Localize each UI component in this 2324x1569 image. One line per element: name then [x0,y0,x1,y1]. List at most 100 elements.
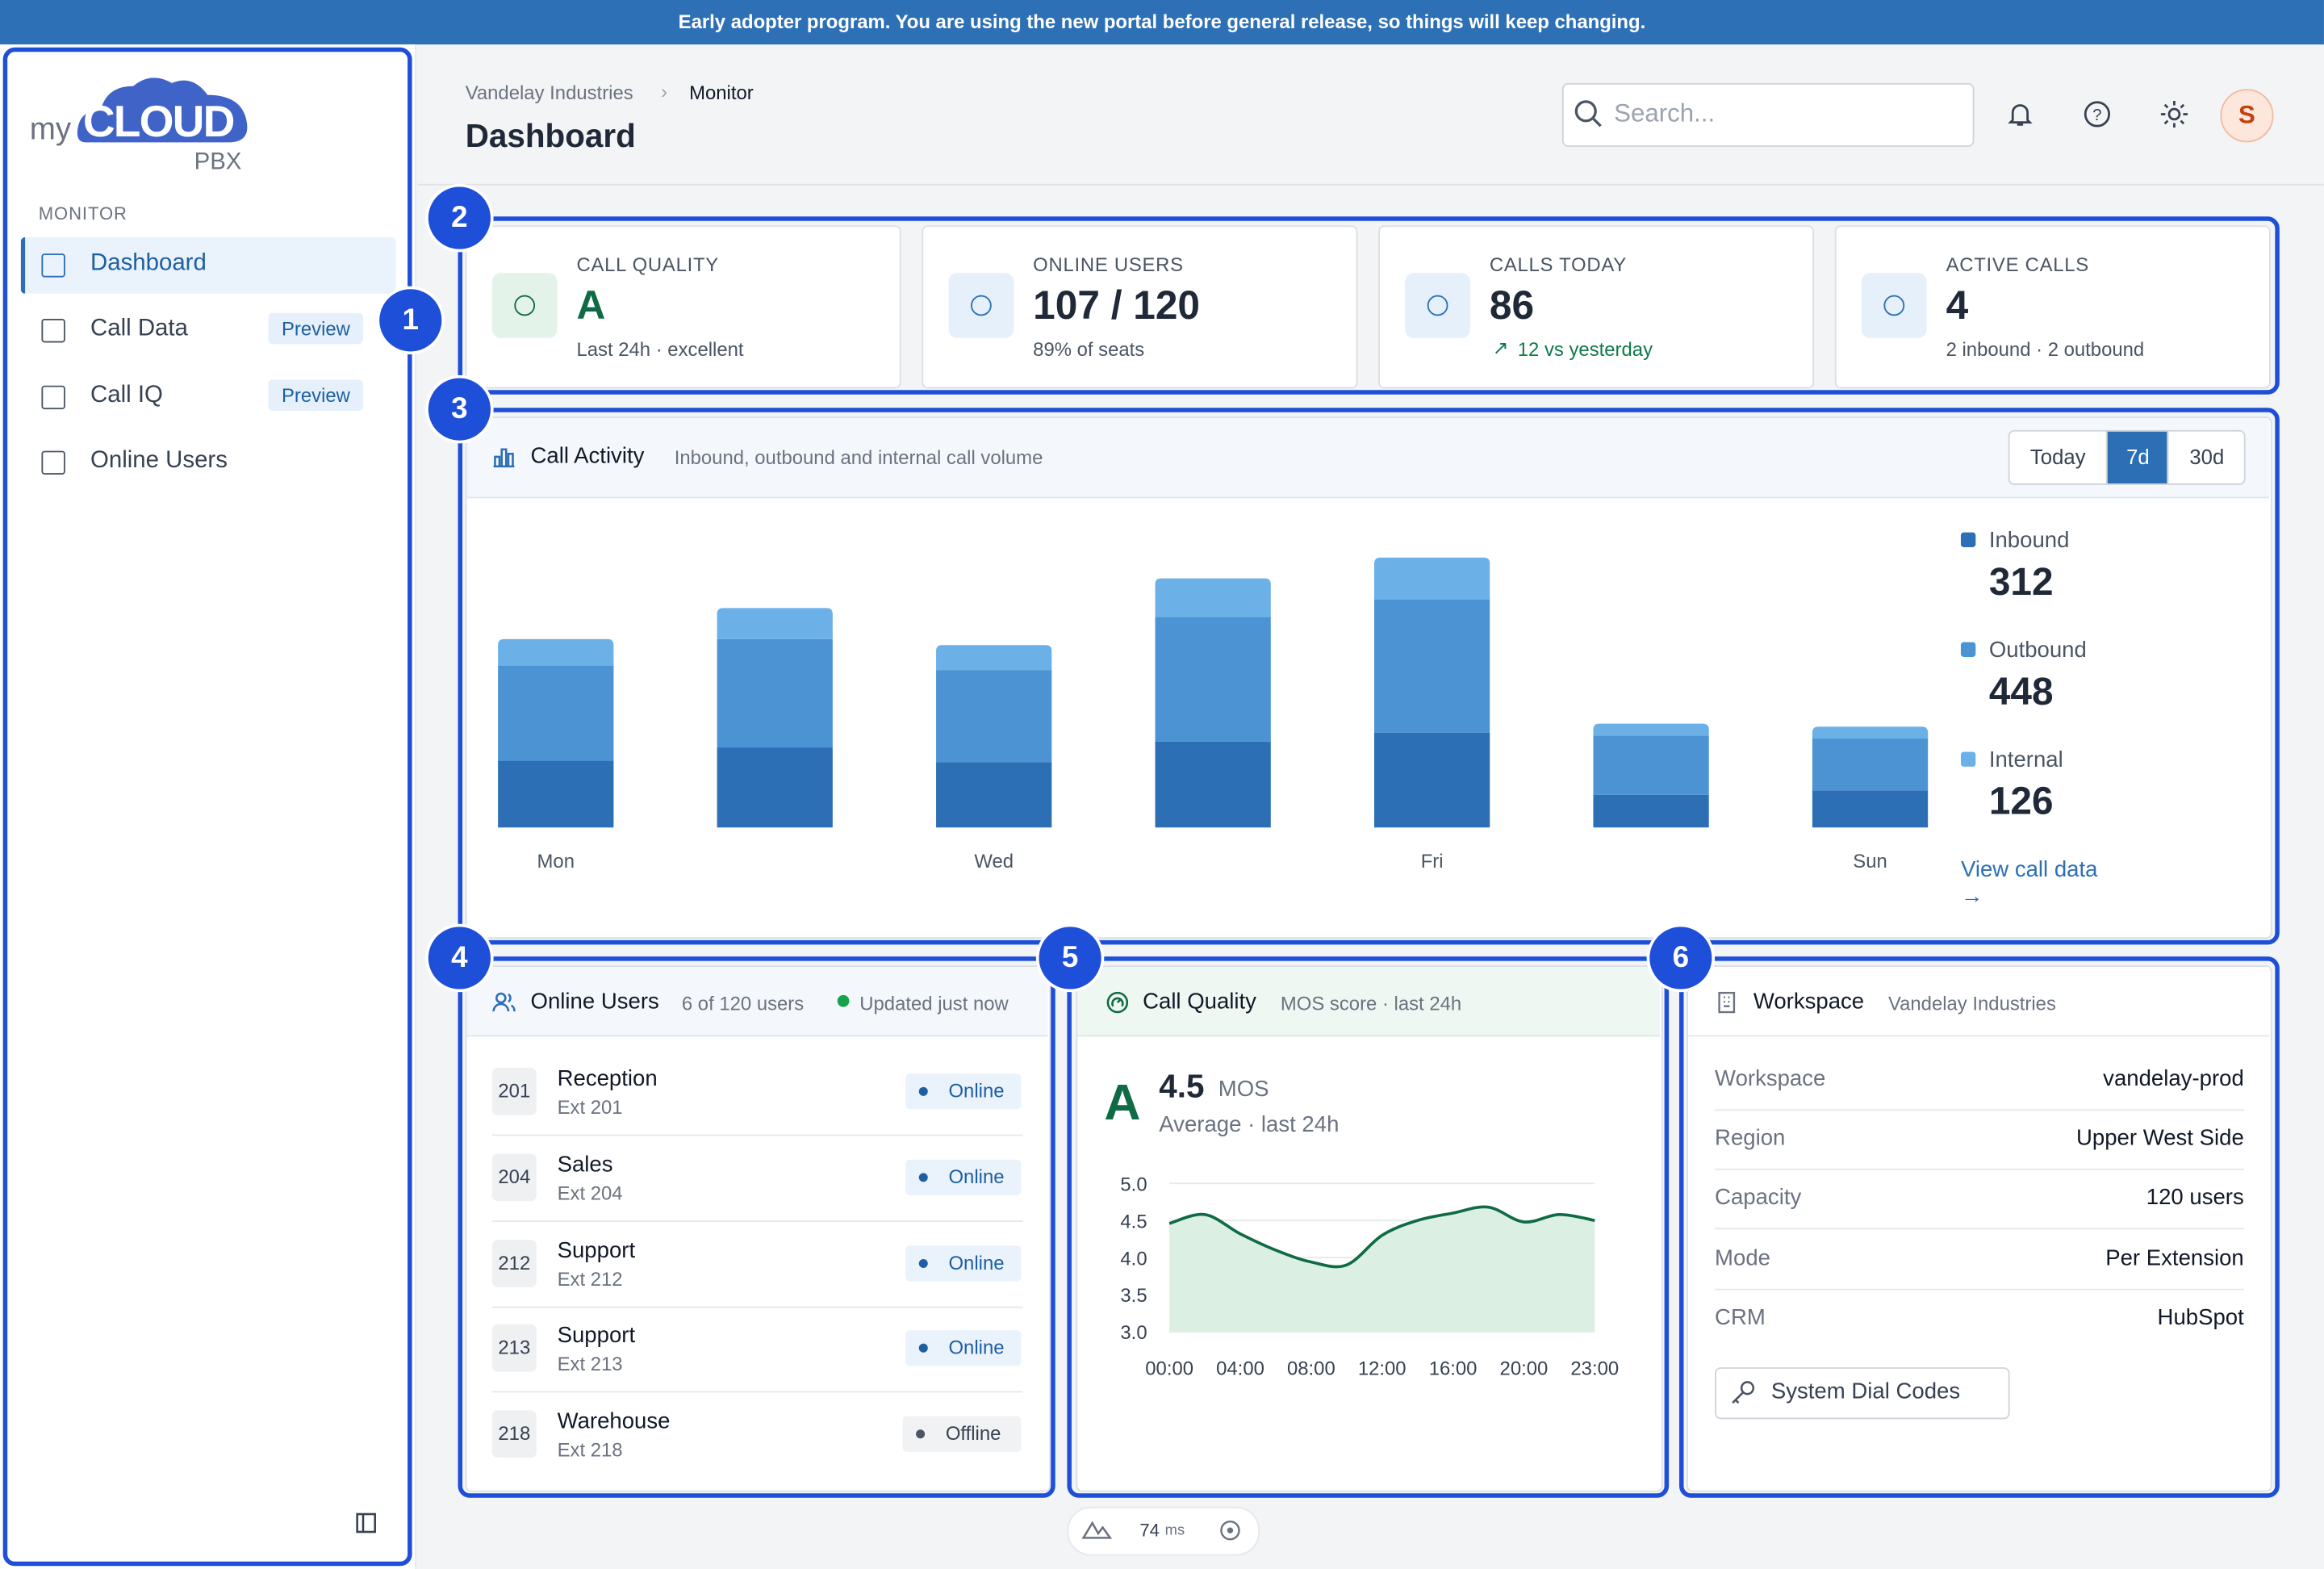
row-rule [1715,1169,2244,1171]
activity-icon [493,448,515,468]
ext-badge: 204 [491,1153,537,1201]
nav-label[interactable]: Online Users [90,447,228,474]
stat-value: 4 [1946,282,1969,328]
dial-codes-button[interactable] [1715,1367,2010,1420]
mos-line [1168,1205,1595,1269]
nav-badge: Preview [268,379,364,411]
user-ext: Ext 204 [557,1182,623,1204]
range-toggle: Today 7d 30d [2008,429,2246,485]
header-rule [417,183,2324,186]
range-button[interactable]: Today [2029,445,2086,469]
breadcrumb-2: Monitor [689,82,754,104]
footer-target[interactable] [1218,1518,1242,1542]
nav-badge: Preview [268,312,364,345]
x-tick-label: 20:00 [1500,1358,1549,1379]
quality-grade: A [1104,1075,1141,1132]
status-label: Online [948,1337,1005,1359]
row-rule [491,1391,1023,1394]
stat-icon-glyph [971,295,992,316]
quality-unit: MOS [1218,1076,1269,1102]
bell-icon[interactable] [2007,101,2034,128]
dial-codes-label[interactable]: System Dial Codes [1770,1379,1961,1405]
avatar[interactable]: S [2220,89,2274,143]
nav-icon [41,253,65,278]
search[interactable] [1561,82,1975,147]
stat-icon-glyph [514,295,536,316]
ws-value: vandelay-prod [2103,1066,2244,1092]
bar-segment [498,638,614,666]
key-icon [1732,1381,1755,1404]
users-title: Online Users [530,989,659,1015]
annotation-number: 6 [1646,923,1716,993]
activity-title: Call Activity [530,443,645,469]
users-header [466,966,1048,1037]
status-label: Online [948,1251,1005,1274]
user-name: Support [557,1323,636,1349]
x-tick-label: 00:00 [1145,1358,1193,1379]
nav-label[interactable]: Dashboard [90,250,207,276]
range-button[interactable]: 7d [2105,431,2169,483]
stat-value: 107 / 120 [1033,282,1201,328]
annotation-outline [458,408,2280,945]
sidebar [0,44,417,1569]
nav-active[interactable] [20,236,396,294]
nav-icon [41,385,65,410]
nav-icon [41,319,65,343]
nav-label[interactable]: Call IQ [90,383,163,408]
y-tick-label: 4.5 [1120,1211,1147,1232]
bar-segment [1812,726,1929,739]
bar-segment [717,638,833,748]
workspace-subtitle: Vandelay Industries [1887,992,2056,1015]
bar-segment [1593,723,1709,736]
stat-card [922,225,1358,389]
legend-label: Outbound [1989,637,2087,662]
user-name: Warehouse [557,1408,671,1435]
user-ext: Ext 218 [557,1438,623,1462]
users-live-dot [837,994,850,1007]
x-tick-label: Sun [1853,851,1887,872]
ws-key: Mode [1715,1245,1770,1270]
stat-icon-glyph [1427,295,1448,316]
quality-score: 4.5 [1159,1067,1205,1105]
view-call-data[interactable]: View call data [1960,857,2098,883]
nav-label[interactable]: Call Data [90,316,188,341]
bar-segment [1155,741,1271,828]
stat-value: 86 [1489,282,1535,328]
bar-segment [1812,790,1929,828]
x-tick-label: 04:00 [1216,1358,1264,1379]
bar-segment [498,665,614,761]
row-rule [491,1306,1023,1308]
row-rule [491,1220,1023,1222]
y-tick-label: 4.0 [1120,1248,1147,1270]
users-icon [492,992,516,1012]
stat-label: ACTIVE CALLS [1946,253,2089,276]
x-tick-label: Mon [537,851,575,872]
stat-label: CALLS TODAY [1489,253,1627,276]
status-dot [916,1429,926,1439]
user-ext: Ext 213 [557,1353,623,1375]
help-icon[interactable]: ? [2084,101,2111,128]
y-tick-label: 3.5 [1120,1285,1147,1307]
legend-swatch [1960,751,1976,767]
workspace-icon [1718,991,1736,1014]
legend-total: 448 [1989,671,2054,713]
stat-sub: Last 24h · excellent [576,337,744,361]
collapse-icon[interactable] [356,1513,377,1533]
x-tick-label: Wed [974,851,1014,872]
x-tick-label: 23:00 [1570,1358,1619,1379]
theme-icon[interactable] [2160,100,2188,128]
legend-total: 126 [1989,780,2054,823]
breadcrumb-1[interactable]: Vandelay Industries [465,82,633,104]
status-label: Online [948,1165,1005,1188]
user-name: Reception [557,1066,658,1092]
stat-sub: 2 inbound · 2 outbound [1946,337,2145,361]
stat-sub: 12 vs yesterday [1517,337,1653,361]
workspace-header [1688,966,2269,1037]
range-button[interactable]: 30d [2167,431,2244,483]
view-call-data-arrow[interactable]: → [1960,884,1983,910]
footer-unit: ms [1164,1523,1185,1540]
y-tick-label: 5.0 [1120,1174,1147,1195]
ws-value: 120 users [2146,1185,2244,1211]
